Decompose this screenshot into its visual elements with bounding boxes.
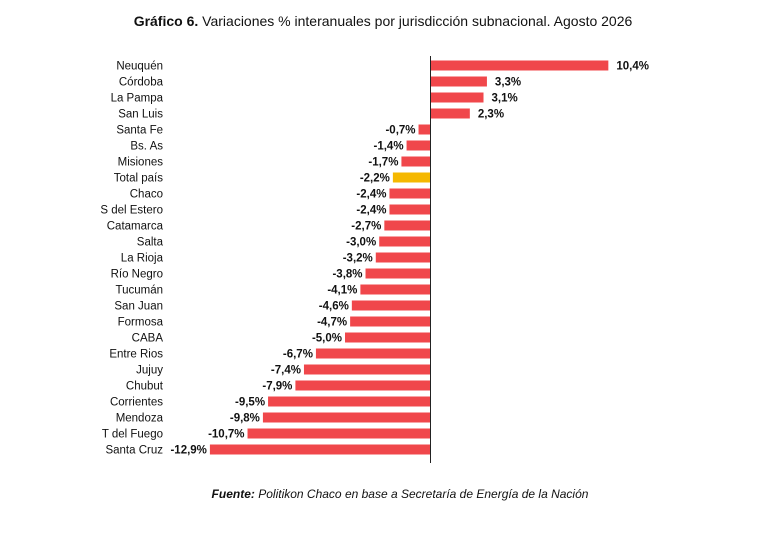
bar-24	[209, 444, 431, 455]
chart-title-bold: Gráfico 6.	[133, 13, 199, 29]
value-label-20: -7,9%	[262, 381, 292, 393]
category-label-19: Jujuy	[136, 365, 163, 377]
source-text: Politikon Chaco en base a Secretaría de …	[254, 487, 589, 501]
category-label-4: Santa Fe	[116, 125, 163, 137]
category-label-22: Mendoza	[116, 413, 164, 425]
category-label-5: Bs. As	[130, 141, 163, 153]
category-label-1: Córdoba	[119, 77, 164, 89]
value-label-11: -3,0%	[346, 237, 376, 249]
value-label-9: -2,4%	[356, 205, 386, 217]
value-label-13: -3,8%	[332, 269, 362, 281]
bar-21	[268, 396, 431, 407]
bar-20	[295, 380, 431, 391]
bar-6	[401, 156, 431, 167]
bar-15	[351, 300, 431, 311]
value-label-17: -5,0%	[312, 333, 342, 345]
category-label-16: Formosa	[118, 317, 164, 329]
bar-chart: Neuquén 10,4% Córdoba 3,3% La Pampa 3,1% San L…	[100, 56, 649, 463]
value-label-0: 10,4%	[616, 61, 649, 73]
chart-title-text: Variaciones % interanuales por jurisdicc…	[198, 13, 633, 29]
value-label-14: -4,1%	[327, 285, 357, 297]
category-label-9: S del Estero	[100, 205, 163, 217]
bar-17	[345, 332, 431, 343]
bar-16	[350, 316, 431, 327]
category-label-17: CABA	[132, 333, 164, 345]
category-label-23: T del Fuego	[102, 429, 163, 441]
bar-11	[379, 236, 431, 247]
category-label-14: Tucumán	[115, 285, 163, 297]
bar-3	[430, 108, 470, 119]
bar-7	[392, 172, 431, 183]
bar-8	[389, 188, 431, 199]
value-label-21: -9,5%	[235, 397, 265, 409]
bar-18	[315, 348, 431, 359]
value-label-22: -9,8%	[230, 413, 260, 425]
bar-12	[375, 252, 431, 263]
value-label-2: 3,1%	[492, 93, 518, 105]
category-label-11: Salta	[137, 237, 164, 249]
bar-19	[303, 364, 431, 375]
category-label-2: La Pampa	[111, 93, 164, 105]
value-label-12: -3,2%	[343, 253, 373, 265]
category-label-7: Total país	[114, 173, 163, 185]
category-label-3: San Luis	[118, 109, 163, 121]
category-label-15: San Juan	[114, 301, 163, 313]
value-label-8: -2,4%	[356, 189, 386, 201]
category-label-20: Chubut	[126, 381, 164, 393]
category-label-0: Neuquén	[116, 61, 163, 73]
value-label-10: -2,7%	[351, 221, 381, 233]
bar-22	[262, 412, 431, 423]
value-label-18: -6,7%	[283, 349, 313, 361]
bar-5	[406, 140, 431, 151]
category-label-18: Entre Rios	[109, 349, 163, 361]
bar-4	[418, 124, 431, 135]
category-label-6: Misiones	[118, 157, 164, 169]
value-label-24: -12,9%	[170, 445, 206, 457]
value-label-4: -0,7%	[385, 125, 415, 137]
bar-2	[430, 92, 484, 103]
bar-9	[389, 204, 431, 215]
value-label-19: -7,4%	[271, 365, 301, 377]
chart-title: Gráfico 6. Variaciones % interanuales po…	[0, 13, 766, 29]
value-label-1: 3,3%	[495, 77, 521, 89]
value-label-5: -1,4%	[374, 141, 404, 153]
value-label-6: -1,7%	[368, 157, 398, 169]
value-label-15: -4,6%	[319, 301, 349, 313]
category-label-8: Chaco	[130, 189, 163, 201]
value-label-7: -2,2%	[360, 173, 390, 185]
category-label-21: Corrientes	[110, 397, 163, 409]
bar-23	[247, 428, 431, 439]
value-label-3: 2,3%	[478, 109, 504, 121]
source-note: Fuente: Politikon Chaco en base a Secret…	[0, 487, 766, 501]
value-label-23: -10,7%	[208, 429, 244, 441]
bar-0	[430, 60, 609, 71]
value-label-16: -4,7%	[317, 317, 347, 329]
bar-1	[430, 76, 487, 87]
category-label-24: Santa Cruz	[105, 445, 163, 457]
category-label-12: La Rioja	[121, 253, 164, 265]
bar-14	[360, 284, 431, 295]
bar-13	[365, 268, 431, 279]
category-label-10: Catamarca	[107, 221, 164, 233]
source-label: Fuente:	[211, 487, 255, 501]
bar-10	[384, 220, 431, 231]
category-label-13: Río Negro	[111, 269, 163, 281]
